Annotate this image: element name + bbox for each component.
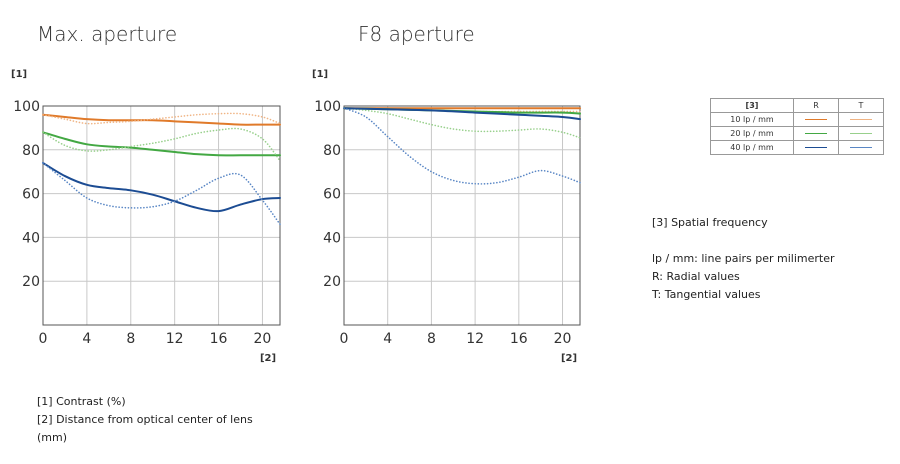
- note-lp-mm: lp / mm: line pairs per milimerter: [652, 252, 835, 265]
- x-tick-label: 20: [554, 331, 572, 347]
- plot-frame: [343, 105, 581, 326]
- series-line: [343, 107, 581, 139]
- legend-r-swatch-cell: [793, 112, 839, 127]
- plot-frame: [42, 105, 281, 326]
- y-tick-label: 80: [22, 143, 40, 159]
- x-tick-label: 4: [383, 331, 392, 347]
- x-tick-label: 12: [466, 331, 484, 347]
- legend-row: 10 lp / mm: [710, 112, 884, 127]
- chart-title-f8-aperture: F8 aperture: [358, 22, 475, 46]
- legend-row: 20 lp / mm: [710, 126, 884, 141]
- y-tick-label: 60: [323, 187, 341, 203]
- y-tick-label: 40: [323, 230, 341, 246]
- x-tick-label: 16: [510, 331, 528, 347]
- y-tick-label: 80: [323, 143, 341, 159]
- x-tick-label: 8: [427, 331, 436, 347]
- series-line: [42, 162, 281, 226]
- y-tick-label: 40: [22, 230, 40, 246]
- legend-r-swatch: [805, 133, 827, 134]
- legend-table: [3] R T 10 lp / mm 20 lp / mm 40 lp / mm: [710, 98, 884, 155]
- series-line: [343, 107, 581, 185]
- series-line: [42, 127, 281, 162]
- y-tick-label: 60: [22, 187, 40, 203]
- legend-t-swatch-cell: [838, 126, 884, 141]
- note-radial: R: Radial values: [652, 270, 740, 283]
- series-line: [42, 131, 281, 157]
- series-line: [42, 112, 281, 125]
- legend-t-swatch: [850, 147, 872, 148]
- series-line: [42, 113, 281, 126]
- chart-1: 20 40 60 80 100 0 4 8 12 16 20 [2]: [314, 99, 581, 364]
- legend-t-swatch-cell: [838, 140, 884, 155]
- y-axis-label-max: [1]: [11, 69, 28, 80]
- legend-header-row: [3] R T: [710, 98, 884, 113]
- legend-t-swatch: [850, 119, 872, 120]
- legend-r-swatch: [805, 119, 827, 120]
- legend-r-swatch-cell: [793, 140, 839, 155]
- y-tick-label: 100: [314, 99, 341, 115]
- legend-row: 40 lp / mm: [710, 140, 884, 155]
- legend-r-swatch-cell: [793, 126, 839, 141]
- note-contrast: [1] Contrast (%): [37, 395, 126, 408]
- x-tick-label: 0: [39, 331, 48, 347]
- series-line: [343, 107, 581, 121]
- legend-r-swatch: [805, 147, 827, 148]
- legend-header-frequency: [3]: [710, 98, 794, 113]
- series-line: [42, 161, 281, 213]
- chart-title-max-aperture: Max. aperture: [37, 22, 178, 46]
- legend-row-label: 10 lp / mm: [710, 112, 794, 127]
- x-axis-label: [2]: [260, 353, 276, 364]
- y-tick-label: 20: [22, 274, 40, 290]
- y-axis-label-f8: [1]: [312, 69, 329, 80]
- x-tick-label: 4: [82, 331, 91, 347]
- x-tick-label: 8: [126, 331, 135, 347]
- legend-header-t: T: [838, 98, 884, 113]
- x-tick-label: 20: [254, 331, 272, 347]
- legend-row-label: 20 lp / mm: [710, 126, 794, 141]
- x-tick-label: 16: [210, 331, 228, 347]
- y-tick-label: 20: [323, 274, 341, 290]
- x-tick-label: 0: [340, 331, 349, 347]
- note-distance: [2] Distance from optical center of lens…: [37, 413, 253, 444]
- legend-t-swatch-cell: [838, 112, 884, 127]
- x-axis-label: [2]: [561, 353, 577, 364]
- x-tick-label: 12: [166, 331, 184, 347]
- legend-t-swatch: [850, 133, 872, 134]
- chart-0: 20 40 60 80 100 0 4 8 12 16 20 [2]: [13, 99, 281, 364]
- note-tangential: T: Tangential values: [652, 288, 761, 301]
- note-spatial-frequency: [3] Spatial frequency: [652, 216, 768, 229]
- y-tick-label: 100: [13, 99, 40, 115]
- legend-header-r: R: [793, 98, 839, 113]
- legend-row-label: 40 lp / mm: [710, 140, 794, 155]
